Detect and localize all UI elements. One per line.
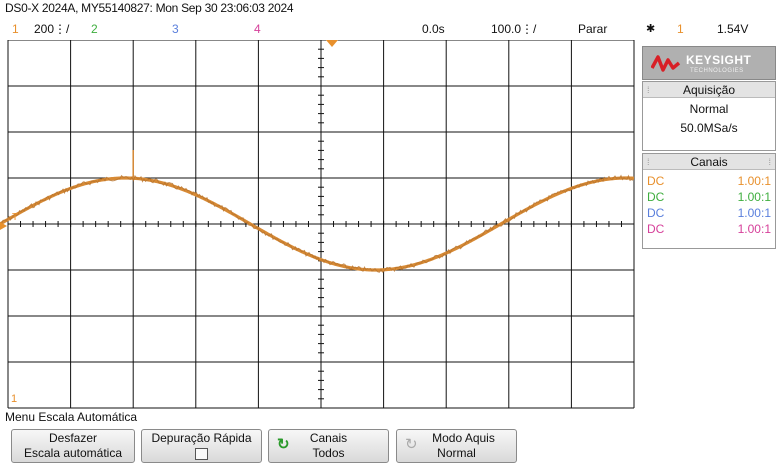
logo-text: KEYSIGHT — [686, 53, 752, 67]
channels-panel[interactable]: ⁞ Canais ⁞ DC 1.00:1 DC 1.00:1 DC 1.00:1… — [642, 153, 776, 249]
cycle-icon: ↻ — [277, 436, 290, 453]
channels-button[interactable]: ↻ Canais Todos — [268, 429, 389, 463]
softkey-label: Desfazer — [48, 431, 98, 445]
acquisition-mode: Normal — [689, 102, 729, 116]
keysight-wave-logo-icon — [651, 55, 681, 72]
channel-row-1[interactable]: DC 1.00:1 — [643, 173, 775, 189]
ch3-probe: 1.00:1 — [737, 206, 771, 220]
ch1-ground-label: 1 — [11, 393, 17, 405]
keysight-logo: KEYSIGHT TECHNOLOGIES — [642, 46, 776, 80]
softkey-value: Todos — [312, 446, 345, 460]
side-panel: KEYSIGHT TECHNOLOGIES ⁞ Aquisição Normal… — [642, 46, 776, 249]
grip-icon: ⁞ — [647, 85, 650, 95]
ch3-number[interactable]: 3 — [172, 22, 179, 36]
channels-heading: Canais — [690, 155, 728, 169]
time-scale[interactable]: 100.0⋮/ — [491, 22, 537, 36]
ch1-scale[interactable]: 200⋮/ — [34, 22, 70, 36]
trigger-level[interactable]: 1.54V — [717, 22, 749, 36]
trigger-level-label: T — [12, 212, 18, 223]
acquisition-mode-button[interactable]: ↻ Modo Aquis Normal — [396, 429, 517, 463]
time-delay[interactable]: 0.0s — [422, 22, 445, 36]
status-bar: 1 200⋮/ 2 3 4 0.0s 100.0⋮/ Parar ✱ 1 1.5… — [0, 22, 778, 39]
graticule — [7, 40, 635, 409]
ch4-number[interactable]: 4 — [254, 22, 261, 36]
softkey-label: Canais — [309, 431, 348, 445]
waveform-noise — [0, 174, 634, 273]
trigger-edge-icon: ✱ — [646, 23, 656, 35]
softkey-label: Modo Aquis — [432, 431, 495, 445]
softkey-value: Escala automática — [23, 446, 123, 460]
ch3-coupling: DC — [647, 206, 665, 220]
ch1-number[interactable]: 1 — [12, 22, 19, 36]
ch2-number[interactable]: 2 — [91, 22, 98, 36]
ch2-probe: 1.00:1 — [737, 190, 771, 204]
waveform-display[interactable]: T 1 — [0, 40, 642, 410]
ch2-coupling: DC — [647, 190, 665, 204]
logo-subtext: TECHNOLOGIES — [690, 68, 744, 74]
cycle-icon: ↻ — [405, 436, 418, 453]
grip-icon: ⁞ — [647, 157, 650, 167]
grip-icon: ⁞ — [768, 157, 771, 167]
channel-row-2[interactable]: DC 1.00:1 — [643, 189, 775, 205]
window-title: DS0-X 2024A, MY55140827: Mon Sep 30 23:0… — [5, 1, 294, 15]
run-state[interactable]: Parar — [578, 22, 608, 36]
channel-row-3[interactable]: DC 1.00:1 — [643, 205, 775, 221]
ch4-probe: 1.00:1 — [737, 222, 771, 236]
softkey-label: Depuração Rápida — [151, 431, 252, 445]
sample-rate: 50.0MSa/s — [680, 121, 738, 135]
ch1-coupling: DC — [647, 174, 665, 188]
softkey-value: Normal — [437, 446, 476, 460]
trigger-position-marker[interactable] — [326, 40, 338, 47]
trigger-level-marker[interactable]: T — [0, 212, 18, 230]
trigger-channel: 1 — [677, 22, 684, 36]
acquisition-heading: Aquisição — [682, 83, 736, 97]
ch1-ground-marker[interactable]: 1 — [11, 393, 17, 405]
ch4-coupling: DC — [647, 222, 665, 236]
ch1-probe: 1.00:1 — [737, 174, 771, 188]
acquisition-panel[interactable]: ⁞ Aquisição Normal 50.0MSa/s — [642, 81, 776, 151]
ch1-waveform — [0, 150, 635, 273]
menu-title: Menu Escala Automática — [5, 410, 138, 424]
quick-debug-button[interactable]: Depuração Rápida — [141, 429, 262, 463]
undo-autoscale-button[interactable]: Desfazer Escala automática — [11, 429, 135, 463]
channel-row-4[interactable]: DC 1.00:1 — [643, 221, 775, 237]
quick-debug-checkbox[interactable] — [195, 448, 208, 460]
